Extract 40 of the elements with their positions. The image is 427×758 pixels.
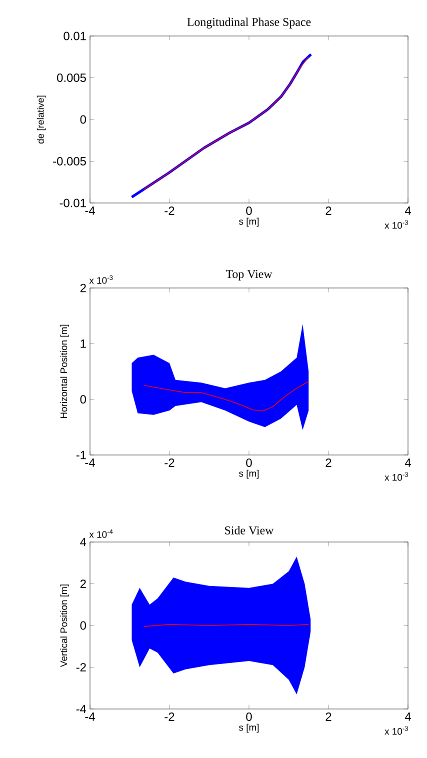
text: x 10$^{-3}$ — [384, 472, 408, 481]
text: x 10$^{-3}$ — [384, 726, 408, 735]
chart-title: Longitudinal Phase Space — [187, 18, 311, 28]
x-tick-label: 4 — [404, 712, 411, 721]
x-tick-label: -2 — [164, 206, 174, 215]
y-tick-label: -1 — [76, 450, 86, 460]
x-tick-label: -2 — [164, 458, 174, 467]
x-tick-label: 2 — [326, 712, 332, 721]
x-tick-label: 0 — [246, 206, 252, 215]
y-tick-label: -0.01 — [60, 198, 86, 208]
text: x 10$^{-4}$ — [89, 529, 113, 538]
y-axis-title: Vertical Position [m] — [60, 584, 70, 668]
y-axis-title: Horizontal Position [m] — [60, 324, 70, 418]
x-tick-label: 0 — [246, 458, 252, 467]
x-tick-label: 4 — [404, 206, 411, 215]
x-tick-label: 0 — [246, 712, 252, 721]
x-axis-title: s [m] — [239, 470, 259, 479]
y-tick-label: 2 — [80, 580, 86, 588]
y-tick-label: 0.01 — [64, 32, 86, 40]
chart-title: Side View — [225, 526, 274, 535]
y-tick-label: 1 — [80, 340, 86, 348]
chart-title: Top View — [226, 270, 272, 280]
y-tick-label: -2 — [76, 663, 86, 672]
x-tick-label: 2 — [326, 206, 332, 215]
x-tick-label: -2 — [164, 712, 174, 721]
y-tick-label: 0 — [80, 115, 86, 124]
y-axis-title: de [relative] — [36, 96, 46, 144]
x-axis-title: s [m] — [239, 218, 259, 227]
y-tick-label: -4 — [76, 704, 86, 714]
x-axis-title: s [m] — [239, 724, 259, 733]
text: x 10$^{-3}$ — [384, 220, 408, 229]
text: x 10$^{-3}$ — [89, 275, 113, 284]
y-tick-label: 4 — [80, 538, 86, 546]
y-tick-label: 0 — [80, 395, 86, 404]
x-tick-label: 4 — [404, 458, 411, 467]
y-tick-label: 2 — [80, 284, 86, 292]
y-tick-label: 0 — [80, 621, 86, 630]
x-tick-label: 2 — [326, 458, 332, 467]
y-tick-label: 0.005 — [57, 74, 86, 82]
y-tick-label: -0.005 — [53, 157, 86, 166]
